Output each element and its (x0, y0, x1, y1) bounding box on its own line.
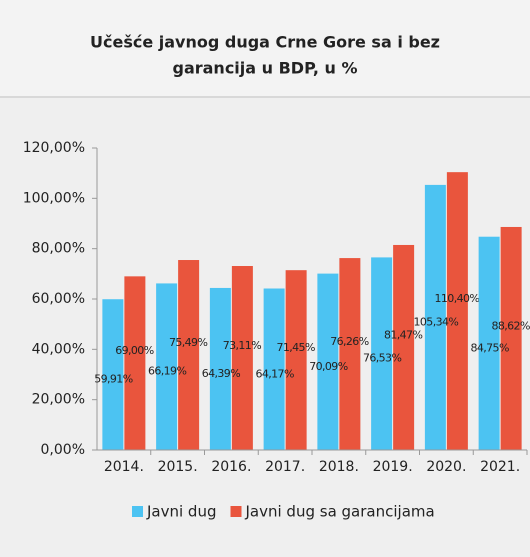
bar (478, 236, 500, 450)
x-tick-label: 2014. (104, 459, 144, 475)
bar (209, 287, 231, 450)
x-tick-label: 2015. (158, 459, 198, 475)
bar (371, 257, 393, 450)
y-tick-label: 120,00% (23, 140, 85, 156)
data-label: 88,62% (491, 319, 529, 332)
x-tick-label: 2016. (211, 459, 251, 475)
bar (102, 299, 124, 450)
bar (424, 184, 446, 450)
legend-label: Javni dug (146, 503, 217, 521)
bar (124, 276, 146, 450)
x-tick-label: 2017. (265, 459, 305, 475)
data-label: 84,75% (470, 341, 508, 354)
y-tick-label: 60,00% (32, 291, 85, 307)
data-label: 59,91% (94, 373, 132, 386)
bar (156, 283, 178, 450)
data-label: 69,00% (115, 344, 153, 357)
data-label: 70,09% (309, 360, 347, 373)
data-label: 76,26% (330, 335, 368, 348)
data-label: 64,17% (255, 367, 293, 380)
data-label: 81,47% (384, 328, 422, 341)
bar (339, 258, 361, 450)
legend-swatch (230, 506, 242, 517)
chart-title: garancija u BDP, u % (172, 59, 357, 78)
bar (263, 288, 285, 450)
y-tick-label: 20,00% (32, 392, 85, 408)
legend-label: Javni dug sa garancijama (245, 503, 435, 521)
bar (285, 270, 307, 450)
data-label: 105,34% (414, 315, 459, 328)
data-label: 75,49% (169, 336, 207, 349)
data-label: 66,19% (148, 365, 186, 378)
data-label: 71,45% (276, 341, 314, 354)
y-tick-label: 40,00% (32, 341, 85, 357)
title-band (0, 0, 530, 96)
x-tick-label: 2020. (426, 459, 466, 475)
bar (393, 244, 415, 450)
bar (500, 226, 522, 450)
bar (446, 172, 468, 450)
bar (317, 273, 339, 450)
y-tick-label: 0,00% (41, 442, 85, 458)
x-tick-label: 2021. (480, 459, 520, 475)
data-label: 76,53% (363, 352, 401, 365)
bar (178, 260, 200, 450)
data-label: 110,40% (435, 292, 480, 305)
x-tick-label: 2018. (319, 459, 359, 475)
y-tick-label: 100,00% (23, 190, 85, 206)
x-tick-label: 2019. (373, 459, 413, 475)
legend-swatch (132, 506, 143, 517)
y-tick-label: 80,00% (32, 241, 85, 257)
data-label: 64,39% (202, 367, 240, 380)
bar (231, 266, 253, 450)
chart-title: Učešće javnog duga Crne Gore sa i bez (90, 33, 440, 52)
data-label: 73,11% (223, 339, 261, 352)
